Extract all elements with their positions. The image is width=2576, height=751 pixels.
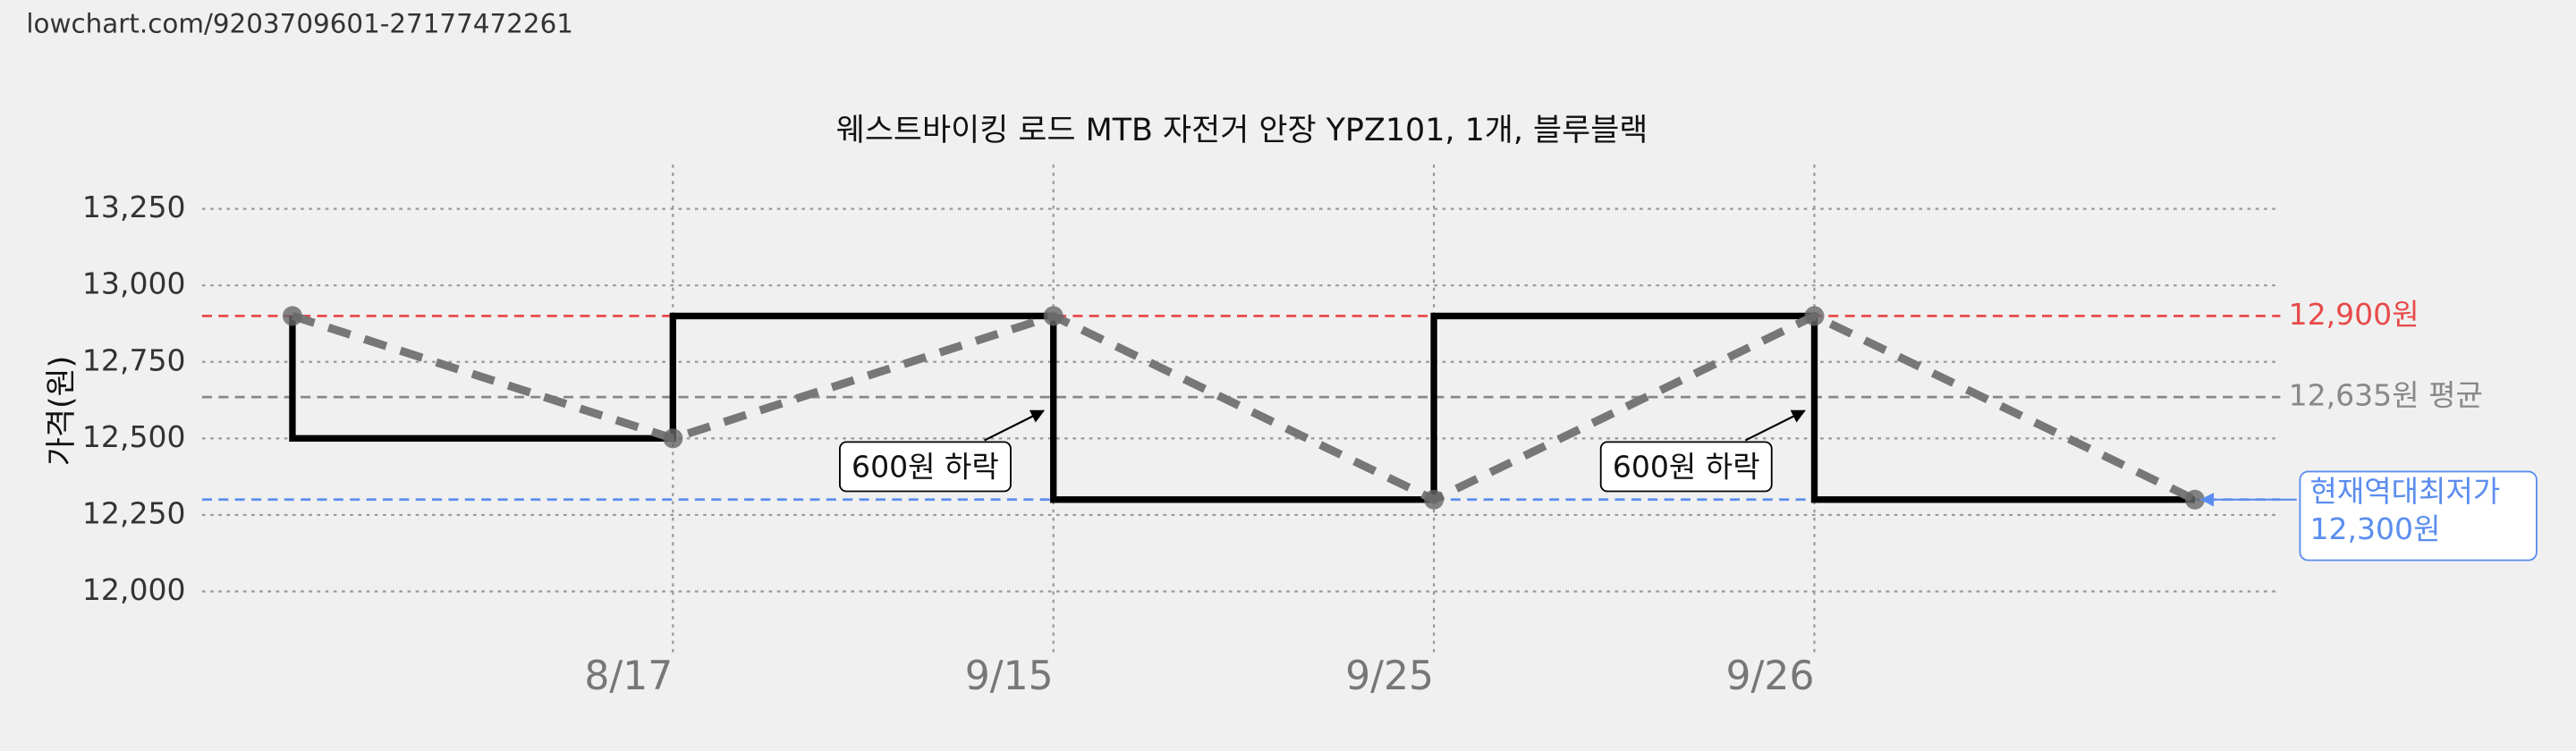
y-tick-label: 12,500	[82, 419, 186, 454]
annotation-arrow	[1744, 409, 1806, 442]
reference-label: 12,635원 평균	[2289, 378, 2483, 413]
low-box	[2299, 470, 2538, 561]
data-point	[1424, 489, 1445, 510]
x-tick-label: 9/15	[965, 654, 1054, 699]
x-tick-label: 9/25	[1345, 654, 1434, 699]
x-tick-label: 8/17	[584, 654, 673, 699]
low-box-text: 12,300원	[2309, 511, 2440, 546]
chart-title: 웨스트바이킹 로드 MTB 자전거 안장 YPZ101, 1개, 블루블랙	[836, 113, 1648, 148]
data-point	[1043, 306, 1063, 326]
y-axis-label: 가격(원)	[44, 356, 80, 466]
x-tick-label: 9/26	[1726, 654, 1815, 699]
y-tick-label: 12,000	[82, 572, 186, 607]
reference-label: 12,900원	[2289, 297, 2419, 332]
y-tick-label: 13,000	[82, 266, 186, 301]
low-box-text: 현재역대최저가	[2309, 474, 2500, 509]
data-point	[282, 306, 302, 326]
annotation-arrow	[984, 409, 1046, 442]
annotation-box	[839, 441, 1012, 493]
annotation-text: 600원 하락	[1613, 449, 1760, 484]
annotation-box	[1599, 441, 1773, 493]
y-tick-label: 12,750	[82, 342, 186, 377]
trend-line	[291, 311, 2197, 504]
y-tick-label: 13,250	[82, 190, 186, 224]
url: lowchart.com/9203709601-27177472261	[26, 8, 573, 38]
step-line	[289, 312, 2195, 503]
y-tick-label: 12,250	[82, 495, 186, 530]
annotation-text: 600원 하락	[852, 449, 999, 484]
data-point	[1804, 306, 1825, 326]
data-point	[2184, 489, 2205, 510]
data-point	[663, 428, 683, 449]
